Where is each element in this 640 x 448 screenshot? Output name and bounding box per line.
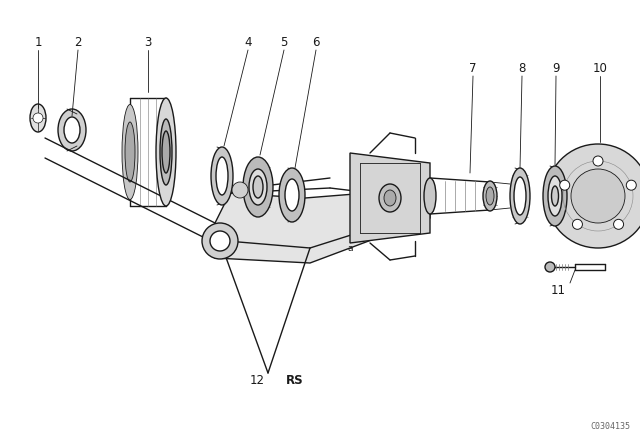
Ellipse shape bbox=[285, 179, 299, 211]
Ellipse shape bbox=[30, 104, 46, 132]
Ellipse shape bbox=[125, 122, 135, 182]
Text: a: a bbox=[348, 244, 353, 253]
Circle shape bbox=[545, 262, 555, 272]
Ellipse shape bbox=[156, 98, 176, 206]
Circle shape bbox=[593, 156, 603, 166]
Ellipse shape bbox=[514, 177, 526, 215]
Text: 11: 11 bbox=[550, 284, 566, 297]
Ellipse shape bbox=[510, 168, 530, 224]
Ellipse shape bbox=[424, 178, 436, 214]
Ellipse shape bbox=[249, 169, 267, 205]
Circle shape bbox=[232, 182, 248, 198]
Ellipse shape bbox=[162, 131, 170, 173]
Text: C0304135: C0304135 bbox=[590, 422, 630, 431]
Circle shape bbox=[614, 220, 623, 229]
Circle shape bbox=[560, 180, 570, 190]
Ellipse shape bbox=[379, 184, 401, 212]
Circle shape bbox=[580, 178, 616, 214]
Circle shape bbox=[627, 180, 636, 190]
Text: RS: RS bbox=[286, 374, 304, 387]
Ellipse shape bbox=[58, 109, 86, 151]
Text: 1: 1 bbox=[35, 35, 42, 48]
Ellipse shape bbox=[160, 119, 172, 185]
Text: 5: 5 bbox=[280, 35, 288, 48]
Circle shape bbox=[202, 223, 238, 259]
Text: 12: 12 bbox=[250, 374, 264, 387]
Polygon shape bbox=[350, 153, 430, 243]
Circle shape bbox=[571, 169, 625, 223]
Text: 10: 10 bbox=[593, 61, 607, 74]
Ellipse shape bbox=[243, 157, 273, 217]
Ellipse shape bbox=[543, 166, 567, 226]
Text: 6: 6 bbox=[312, 35, 320, 48]
Text: 2: 2 bbox=[74, 35, 82, 48]
Ellipse shape bbox=[483, 181, 497, 211]
Text: 3: 3 bbox=[144, 35, 152, 48]
Text: 7: 7 bbox=[469, 61, 477, 74]
Ellipse shape bbox=[216, 157, 228, 195]
Text: 9: 9 bbox=[552, 61, 560, 74]
Circle shape bbox=[546, 144, 640, 248]
Circle shape bbox=[33, 113, 43, 123]
Ellipse shape bbox=[211, 147, 233, 205]
Circle shape bbox=[572, 220, 582, 229]
Circle shape bbox=[210, 231, 230, 251]
Ellipse shape bbox=[253, 176, 263, 198]
Ellipse shape bbox=[279, 168, 305, 222]
Polygon shape bbox=[215, 188, 430, 263]
Text: 8: 8 bbox=[518, 61, 525, 74]
Ellipse shape bbox=[486, 187, 494, 205]
Text: 4: 4 bbox=[244, 35, 252, 48]
Ellipse shape bbox=[384, 190, 396, 206]
Ellipse shape bbox=[64, 117, 80, 143]
Ellipse shape bbox=[552, 186, 559, 206]
Ellipse shape bbox=[548, 176, 562, 216]
Ellipse shape bbox=[122, 104, 138, 199]
